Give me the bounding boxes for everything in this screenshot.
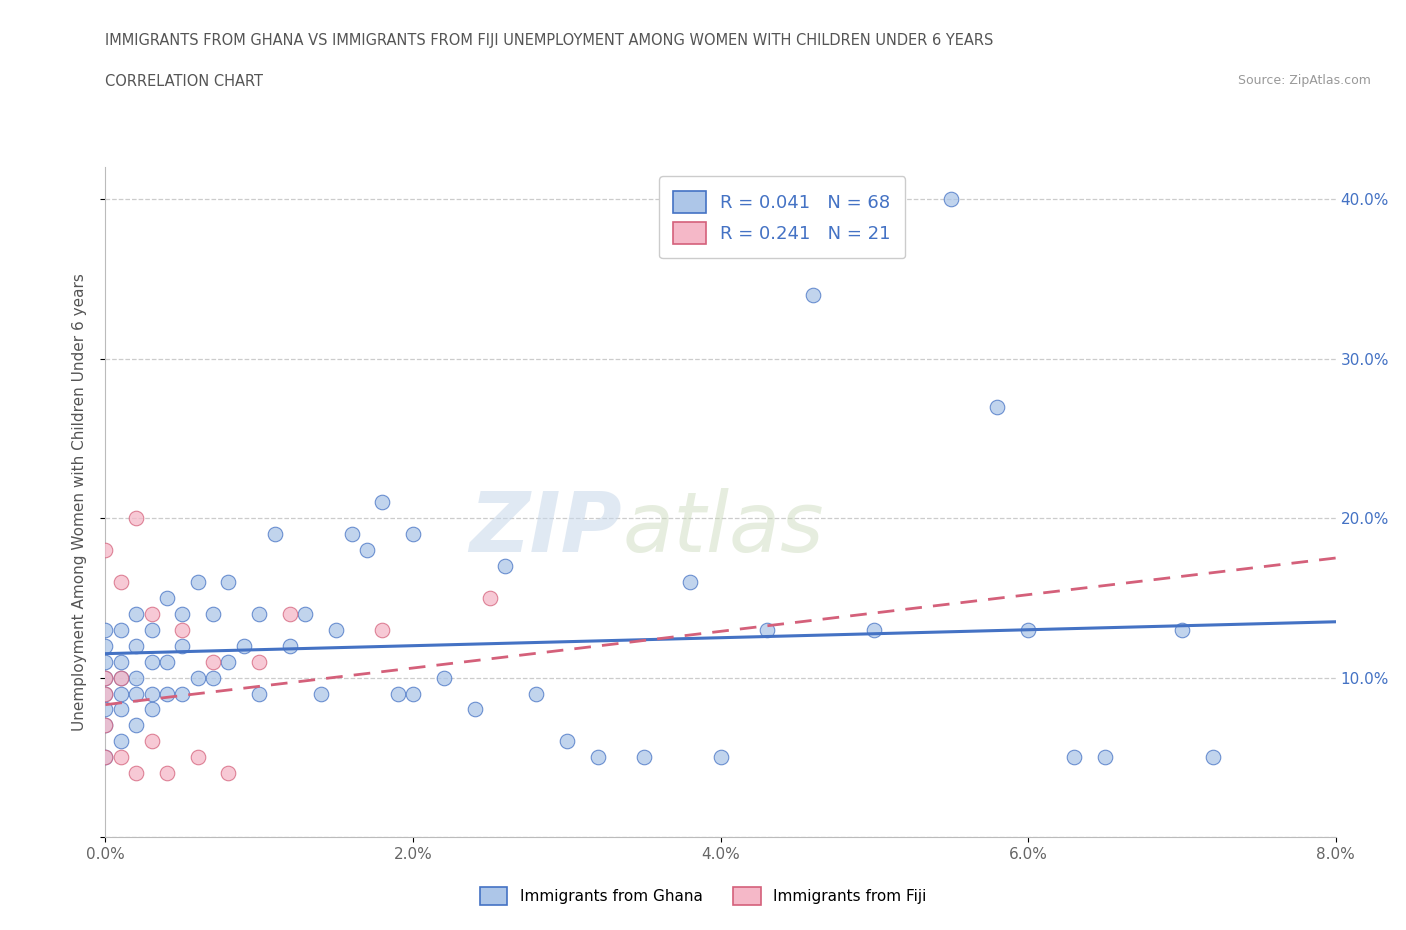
Point — [247, 686, 270, 701]
Point — [555, 734, 578, 749]
Point — [156, 686, 179, 701]
Text: CORRELATION CHART: CORRELATION CHART — [105, 74, 263, 89]
Point — [232, 638, 254, 653]
Point — [110, 671, 132, 685]
Point — [1094, 750, 1116, 764]
Point — [278, 638, 301, 653]
Point — [125, 686, 148, 701]
Point — [125, 606, 148, 621]
Point — [863, 622, 886, 637]
Point — [156, 591, 179, 605]
Point — [1017, 622, 1039, 637]
Point — [94, 702, 117, 717]
Point — [325, 622, 347, 637]
Point — [94, 686, 117, 701]
Point — [110, 686, 132, 701]
Point — [141, 734, 163, 749]
Point — [218, 654, 240, 669]
Point — [679, 575, 702, 590]
Point — [110, 750, 132, 764]
Point — [986, 399, 1008, 414]
Point — [94, 750, 117, 764]
Point — [125, 671, 148, 685]
Point — [524, 686, 547, 701]
Point — [340, 526, 363, 541]
Y-axis label: Unemployment Among Women with Children Under 6 years: Unemployment Among Women with Children U… — [72, 273, 87, 731]
Point — [1171, 622, 1194, 637]
Point — [494, 559, 516, 574]
Point — [125, 511, 148, 525]
Point — [110, 622, 132, 637]
Point — [110, 671, 132, 685]
Point — [387, 686, 409, 701]
Point — [1063, 750, 1085, 764]
Point — [633, 750, 655, 764]
Point — [141, 702, 163, 717]
Point — [141, 686, 163, 701]
Point — [94, 671, 117, 685]
Point — [356, 542, 378, 557]
Point — [141, 654, 163, 669]
Point — [141, 622, 163, 637]
Point — [187, 750, 209, 764]
Point — [402, 686, 425, 701]
Point — [187, 575, 209, 590]
Point — [94, 718, 117, 733]
Point — [94, 686, 117, 701]
Point — [478, 591, 501, 605]
Point — [94, 638, 117, 653]
Point — [464, 702, 486, 717]
Point — [172, 606, 194, 621]
Point — [710, 750, 733, 764]
Point — [94, 718, 117, 733]
Point — [172, 622, 194, 637]
Point — [371, 622, 394, 637]
Point — [263, 526, 285, 541]
Point — [294, 606, 316, 621]
Point — [110, 734, 132, 749]
Point — [125, 638, 148, 653]
Point — [110, 654, 132, 669]
Text: Source: ZipAtlas.com: Source: ZipAtlas.com — [1237, 74, 1371, 87]
Point — [156, 765, 179, 780]
Point — [202, 654, 225, 669]
Point — [94, 622, 117, 637]
Point — [218, 575, 240, 590]
Point — [110, 575, 132, 590]
Point — [371, 495, 394, 510]
Point — [247, 654, 270, 669]
Text: ZIP: ZIP — [470, 488, 621, 569]
Legend: R = 0.041   N = 68, R = 0.241   N = 21: R = 0.041 N = 68, R = 0.241 N = 21 — [659, 177, 905, 259]
Point — [801, 287, 824, 302]
Point — [247, 606, 270, 621]
Text: IMMIGRANTS FROM GHANA VS IMMIGRANTS FROM FIJI UNEMPLOYMENT AMONG WOMEN WITH CHIL: IMMIGRANTS FROM GHANA VS IMMIGRANTS FROM… — [105, 33, 994, 47]
Point — [1201, 750, 1223, 764]
Point — [187, 671, 209, 685]
Point — [172, 638, 194, 653]
Point — [94, 671, 117, 685]
Point — [586, 750, 609, 764]
Point — [94, 750, 117, 764]
Point — [125, 718, 148, 733]
Point — [172, 686, 194, 701]
Point — [125, 765, 148, 780]
Legend: Immigrants from Ghana, Immigrants from Fiji: Immigrants from Ghana, Immigrants from F… — [468, 874, 938, 918]
Point — [309, 686, 332, 701]
Point — [218, 765, 240, 780]
Point — [141, 606, 163, 621]
Point — [278, 606, 301, 621]
Point — [110, 702, 132, 717]
Point — [94, 542, 117, 557]
Point — [402, 526, 425, 541]
Text: atlas: atlas — [621, 488, 824, 569]
Point — [156, 654, 179, 669]
Point — [202, 606, 225, 621]
Point — [941, 192, 963, 206]
Point — [755, 622, 778, 637]
Point — [433, 671, 456, 685]
Point — [94, 654, 117, 669]
Point — [202, 671, 225, 685]
